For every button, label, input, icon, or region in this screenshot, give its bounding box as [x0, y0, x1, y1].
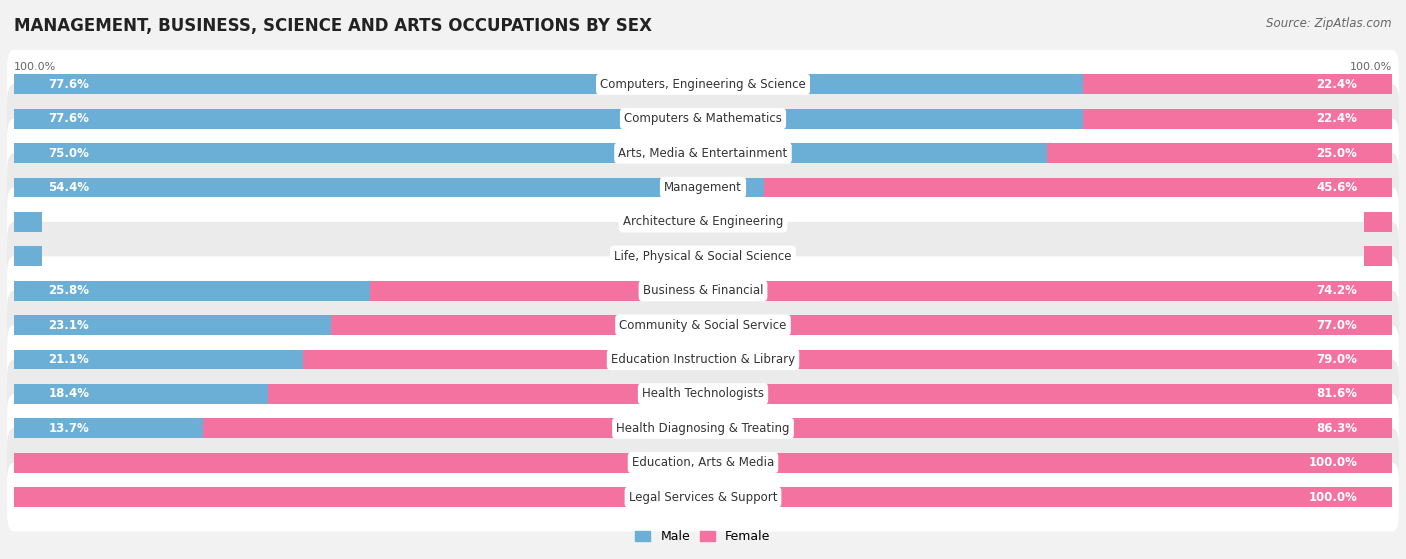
Bar	[14, 453, 1392, 473]
Text: 18.4%: 18.4%	[48, 387, 90, 400]
Bar	[14, 247, 42, 266]
Text: 0.0%: 0.0%	[633, 215, 662, 229]
Text: Education, Arts & Media: Education, Arts & Media	[631, 456, 775, 469]
Text: Arts, Media & Entertainment: Arts, Media & Entertainment	[619, 146, 787, 159]
Bar	[330, 315, 1392, 335]
Text: 22.4%: 22.4%	[1316, 78, 1358, 91]
Text: Computers, Engineering & Science: Computers, Engineering & Science	[600, 78, 806, 91]
Text: 77.0%: 77.0%	[1317, 319, 1358, 331]
Bar	[14, 281, 370, 301]
Bar	[14, 418, 202, 438]
Text: 100.0%: 100.0%	[1350, 62, 1392, 72]
FancyBboxPatch shape	[7, 291, 1399, 359]
Text: Health Diagnosing & Treating: Health Diagnosing & Treating	[616, 422, 790, 435]
Bar	[14, 487, 42, 507]
FancyBboxPatch shape	[7, 359, 1399, 428]
FancyBboxPatch shape	[7, 119, 1399, 187]
Bar	[14, 143, 1047, 163]
Bar	[14, 487, 1392, 507]
FancyBboxPatch shape	[7, 153, 1399, 222]
Text: Source: ZipAtlas.com: Source: ZipAtlas.com	[1267, 17, 1392, 30]
Bar	[1083, 74, 1392, 94]
Bar	[1047, 143, 1392, 163]
Text: 25.0%: 25.0%	[1316, 146, 1358, 159]
Bar	[14, 453, 42, 473]
Bar	[14, 178, 763, 197]
FancyBboxPatch shape	[7, 256, 1399, 325]
FancyBboxPatch shape	[7, 50, 1399, 119]
Bar	[763, 178, 1392, 197]
FancyBboxPatch shape	[7, 463, 1399, 532]
Text: Management: Management	[664, 181, 742, 194]
Bar	[14, 315, 332, 335]
Text: 100.0%: 100.0%	[1309, 456, 1358, 469]
FancyBboxPatch shape	[7, 428, 1399, 497]
Text: 100.0%: 100.0%	[1309, 491, 1358, 504]
Bar	[14, 384, 267, 404]
FancyBboxPatch shape	[7, 394, 1399, 463]
Text: 74.2%: 74.2%	[1316, 284, 1358, 297]
Bar	[267, 384, 1392, 404]
FancyBboxPatch shape	[7, 222, 1399, 291]
FancyBboxPatch shape	[7, 187, 1399, 256]
Bar	[14, 74, 1083, 94]
FancyBboxPatch shape	[7, 84, 1399, 153]
Text: 45.6%: 45.6%	[1316, 181, 1358, 194]
Text: 100.0%: 100.0%	[14, 62, 56, 72]
Text: Life, Physical & Social Science: Life, Physical & Social Science	[614, 250, 792, 263]
Text: 23.1%: 23.1%	[48, 319, 89, 331]
Text: 0.0%: 0.0%	[633, 491, 662, 504]
Text: MANAGEMENT, BUSINESS, SCIENCE AND ARTS OCCUPATIONS BY SEX: MANAGEMENT, BUSINESS, SCIENCE AND ARTS O…	[14, 17, 652, 35]
Text: 22.4%: 22.4%	[1316, 112, 1358, 125]
Text: 86.3%: 86.3%	[1316, 422, 1358, 435]
Bar	[14, 349, 305, 369]
Legend: Male, Female: Male, Female	[630, 525, 776, 548]
Text: Architecture & Engineering: Architecture & Engineering	[623, 215, 783, 229]
Bar	[14, 108, 1083, 129]
Text: 25.8%: 25.8%	[48, 284, 90, 297]
Text: 0.0%: 0.0%	[744, 250, 773, 263]
Text: Health Technologists: Health Technologists	[643, 387, 763, 400]
Text: 77.6%: 77.6%	[48, 112, 90, 125]
Bar	[14, 212, 42, 232]
Text: 0.0%: 0.0%	[744, 215, 773, 229]
Text: 0.0%: 0.0%	[633, 250, 662, 263]
Text: 81.6%: 81.6%	[1316, 387, 1358, 400]
Text: 75.0%: 75.0%	[48, 146, 90, 159]
Bar	[370, 281, 1392, 301]
Text: 0.0%: 0.0%	[633, 456, 662, 469]
Text: 77.6%: 77.6%	[48, 78, 90, 91]
Bar	[1364, 247, 1392, 266]
Bar	[304, 349, 1392, 369]
Text: 54.4%: 54.4%	[48, 181, 90, 194]
Text: Business & Financial: Business & Financial	[643, 284, 763, 297]
Text: Legal Services & Support: Legal Services & Support	[628, 491, 778, 504]
Text: Community & Social Service: Community & Social Service	[619, 319, 787, 331]
Text: 79.0%: 79.0%	[1316, 353, 1358, 366]
Text: Computers & Mathematics: Computers & Mathematics	[624, 112, 782, 125]
Bar	[202, 418, 1392, 438]
Text: 21.1%: 21.1%	[48, 353, 89, 366]
Bar	[1083, 108, 1392, 129]
Bar	[1364, 212, 1392, 232]
Text: 13.7%: 13.7%	[48, 422, 89, 435]
Text: Education Instruction & Library: Education Instruction & Library	[612, 353, 794, 366]
FancyBboxPatch shape	[7, 325, 1399, 394]
